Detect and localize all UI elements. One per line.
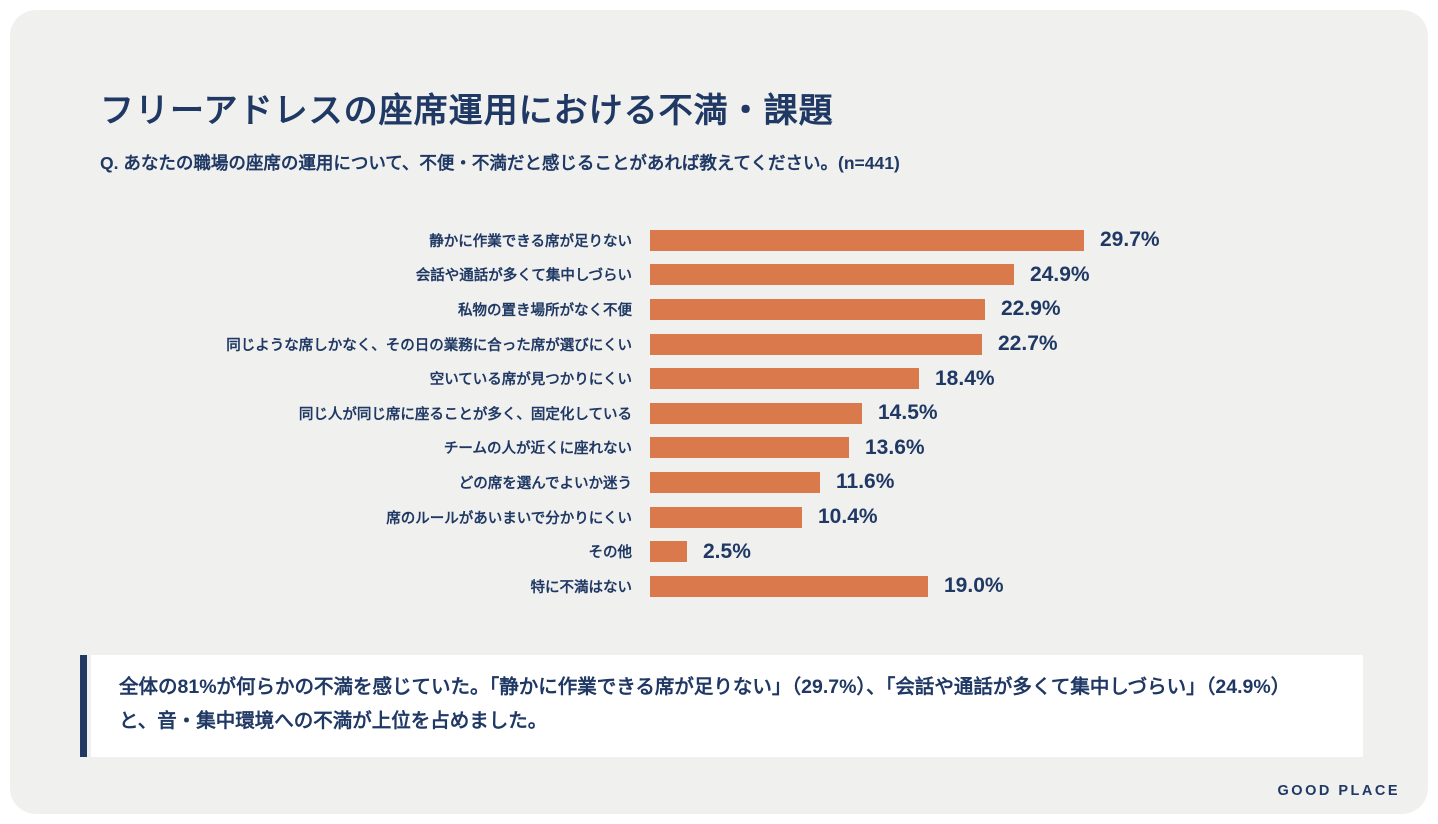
bar	[650, 333, 982, 355]
bar-value: 13.6%	[865, 435, 925, 459]
chart-row: どの席を選んでよいか迷う 11.6%	[100, 465, 1350, 500]
bar-chart: 静かに作業できる席が足りない 29.7% 会話や通話が多くて集中しづらい 24.…	[100, 223, 1350, 604]
summary-box: 全体の81%が何らかの不満を感じていた。「静かに作業できる席が足りない」（29.…	[91, 655, 1363, 757]
bar-label: その他	[588, 545, 633, 562]
bar-value: 19.0%	[944, 574, 1004, 598]
bar	[650, 541, 687, 563]
bar-label: 同じ人が同じ席に座ることが多く、固定化している	[298, 406, 632, 423]
good-place-logo: GOOD PLACE	[1277, 783, 1400, 799]
chart-row: 特に不満はない 19.0%	[100, 569, 1350, 604]
bar-label: 同じような席しかなく、その日の業務に合った席が選びにくい	[226, 337, 632, 354]
bar	[650, 575, 928, 597]
bar-value: 10.4%	[818, 505, 878, 529]
bar-value: 2.5%	[703, 539, 751, 563]
chart-row: 席のルールがあいまいで分かりにくい 10.4%	[100, 500, 1350, 535]
bar	[650, 229, 1084, 251]
bar	[650, 402, 862, 424]
bar	[650, 506, 802, 528]
bar	[650, 437, 849, 459]
bar-value: 29.7%	[1100, 228, 1160, 252]
bar-label: 静かに作業できる席が足りない	[429, 233, 632, 250]
chart-row: 空いている席が見つかりにくい 18.4%	[100, 361, 1350, 396]
summary-text: 全体の81%が何らかの不満を感じていた。「静かに作業できる席が足りない」（29.…	[119, 676, 1291, 732]
chart-row: 静かに作業できる席が足りない 29.7%	[100, 223, 1350, 258]
chart-row: チームの人が近くに座れない 13.6%	[100, 431, 1350, 466]
chart-row: 会話や通話が多くて集中しづらい 24.9%	[100, 258, 1350, 293]
bar-value: 14.5%	[878, 401, 938, 425]
survey-question: Q. あなたの職場の座席の運用について、不便・不満だと感じることがあれば教えてく…	[100, 153, 900, 173]
chart-rows: 静かに作業できる席が足りない 29.7% 会話や通話が多くて集中しづらい 24.…	[100, 223, 1350, 604]
bar-value: 22.7%	[998, 332, 1058, 356]
bar	[650, 264, 1014, 286]
bar-label: チームの人が近くに座れない	[443, 441, 632, 458]
bar-value: 11.6%	[836, 470, 895, 494]
bar-label: 空いている席が見つかりにくい	[429, 372, 632, 389]
bar-value: 18.4%	[935, 366, 995, 390]
bar-label: 特に不満はない	[530, 579, 633, 596]
bar-label: 私物の置き場所がなく不便	[458, 302, 632, 319]
bar	[650, 368, 919, 390]
chart-row: 同じ人が同じ席に座ることが多く、固定化している 14.5%	[100, 396, 1350, 431]
bar	[650, 471, 820, 493]
page-title: フリーアドレスの座席運用における不満・課題	[100, 91, 834, 130]
bar-label: 席のルールがあいまいで分かりにくい	[386, 510, 632, 527]
chart-row: 私物の置き場所がなく不便 22.9%	[100, 292, 1350, 327]
bar-label: 会話や通話が多くて集中しづらい	[415, 268, 632, 285]
summary-accent-bar	[80, 655, 87, 757]
bar-value: 24.9%	[1030, 262, 1090, 286]
chart-row: 同じような席しかなく、その日の業務に合った席が選びにくい 22.7%	[100, 327, 1350, 362]
bar	[650, 298, 985, 320]
chart-row: その他 2.5%	[100, 534, 1350, 569]
bar-label: どの席を選んでよいか迷う	[458, 475, 632, 492]
bar-value: 22.9%	[1001, 297, 1061, 321]
